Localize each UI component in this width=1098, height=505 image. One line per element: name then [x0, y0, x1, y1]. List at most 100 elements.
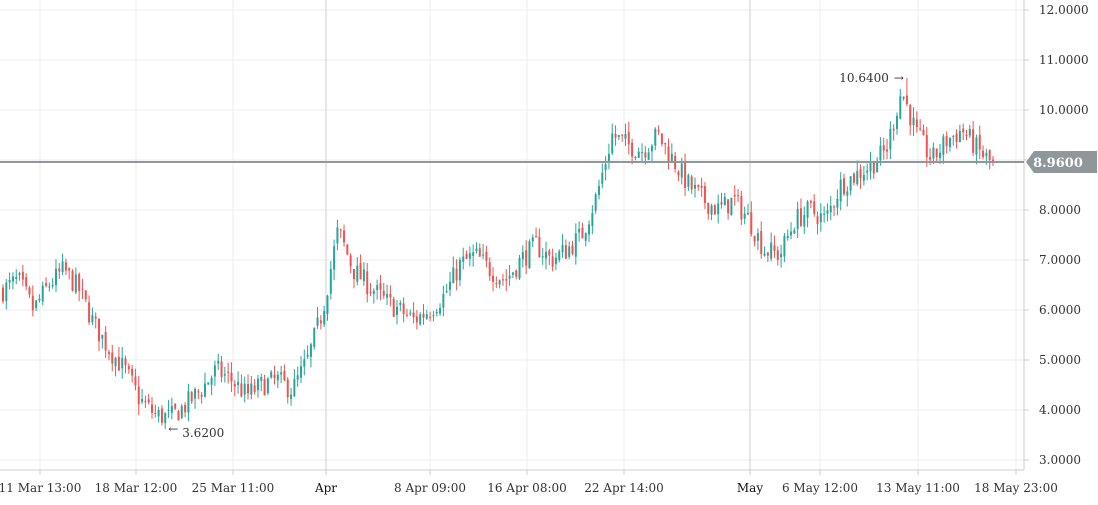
candle-body — [518, 257, 521, 279]
candle-body — [200, 394, 203, 397]
candle-body — [160, 408, 163, 423]
candle-body — [667, 146, 670, 162]
candle-body — [501, 279, 504, 281]
candle-body — [670, 153, 673, 162]
y-tick-label: 12.0000 — [1039, 3, 1089, 17]
candle-body — [780, 253, 783, 258]
candle-body — [243, 383, 246, 395]
candle-body — [210, 378, 213, 385]
candle-body — [551, 256, 554, 267]
candle-body — [833, 206, 836, 208]
candle-body — [799, 208, 802, 226]
candle-body — [432, 315, 435, 317]
candle-body — [909, 104, 912, 126]
candle-body — [604, 164, 607, 171]
candle-body — [91, 315, 94, 323]
candle-body — [38, 298, 41, 301]
candle-body — [578, 228, 581, 233]
candle-body — [614, 133, 617, 138]
candle-body — [737, 195, 740, 197]
candle-body — [260, 376, 263, 381]
candle-body — [876, 162, 879, 173]
candle-body — [621, 134, 624, 136]
candles — [2, 78, 994, 429]
candle-body — [992, 159, 994, 162]
x-tick-label: 13 May 11:00 — [876, 481, 960, 495]
candle-body — [723, 196, 726, 206]
candle-body — [773, 245, 776, 251]
x-tick-label: 8 Apr 09:00 — [394, 481, 466, 495]
candle-body — [611, 133, 614, 154]
candle-body — [472, 252, 475, 256]
candle-body — [965, 135, 968, 137]
candle-body — [846, 191, 849, 196]
candle-body — [84, 290, 87, 300]
candle-body — [280, 372, 283, 375]
candle-body — [134, 376, 137, 386]
candle-body — [223, 374, 226, 376]
candle-body — [220, 361, 223, 377]
y-tick-label: 10.0000 — [1039, 103, 1089, 117]
candle-body — [187, 391, 190, 413]
candle-body — [402, 303, 405, 314]
candle-body — [588, 224, 591, 235]
y-tick-label: 6.0000 — [1039, 303, 1081, 317]
x-tick-label: Apr — [314, 481, 337, 495]
candle-body — [250, 383, 253, 395]
candle-body — [127, 365, 130, 370]
candle-body — [409, 312, 412, 314]
candle-body — [740, 196, 743, 220]
candle-body — [594, 194, 597, 211]
x-tick-label: 25 Mar 11:00 — [192, 481, 275, 495]
candle-body — [114, 357, 117, 367]
candle-body — [955, 133, 958, 142]
candle-body — [743, 213, 746, 219]
candle-body — [51, 284, 54, 287]
candle-body — [217, 360, 220, 364]
candle-body — [945, 136, 948, 147]
candle-body — [859, 168, 862, 179]
candle-body — [677, 171, 680, 176]
candle-body — [631, 142, 634, 157]
candle-body — [326, 295, 329, 314]
candle-body — [803, 215, 806, 227]
candle-body — [399, 302, 402, 306]
candle-body — [568, 246, 571, 257]
x-tick-label: 22 Apr 14:00 — [584, 481, 664, 495]
candle-body — [856, 170, 859, 185]
candle-body — [866, 170, 869, 173]
candle-body — [607, 153, 610, 162]
candle-body — [359, 263, 362, 280]
candle-body — [978, 134, 981, 150]
candle-body — [273, 374, 276, 379]
candle-body — [369, 292, 372, 294]
candle-body — [349, 255, 352, 267]
candle-body — [240, 383, 243, 397]
candle-body — [720, 202, 723, 205]
candle-body — [488, 262, 491, 277]
candle-body — [339, 229, 342, 231]
y-tick-label: 4.0000 — [1039, 403, 1081, 417]
candle-body — [571, 245, 574, 254]
candle-body — [170, 406, 173, 413]
candle-body — [316, 317, 319, 326]
candle-body — [574, 233, 577, 257]
candle-body — [535, 236, 538, 238]
candle-body — [988, 150, 991, 161]
candle-body — [154, 412, 157, 414]
candle-body — [680, 163, 683, 178]
candle-body — [352, 269, 355, 280]
candle-body — [637, 151, 640, 158]
candle-body — [64, 262, 67, 271]
candle-body — [905, 95, 908, 105]
candle-body — [902, 96, 905, 99]
candle-body — [54, 268, 57, 286]
candle-body — [687, 175, 690, 187]
candle-body — [164, 413, 167, 424]
candle-body — [213, 365, 216, 377]
candle-body — [468, 253, 471, 259]
candle-body — [899, 96, 902, 119]
candle-body — [98, 318, 101, 342]
candle-body — [690, 176, 693, 190]
candle-body — [372, 291, 375, 294]
